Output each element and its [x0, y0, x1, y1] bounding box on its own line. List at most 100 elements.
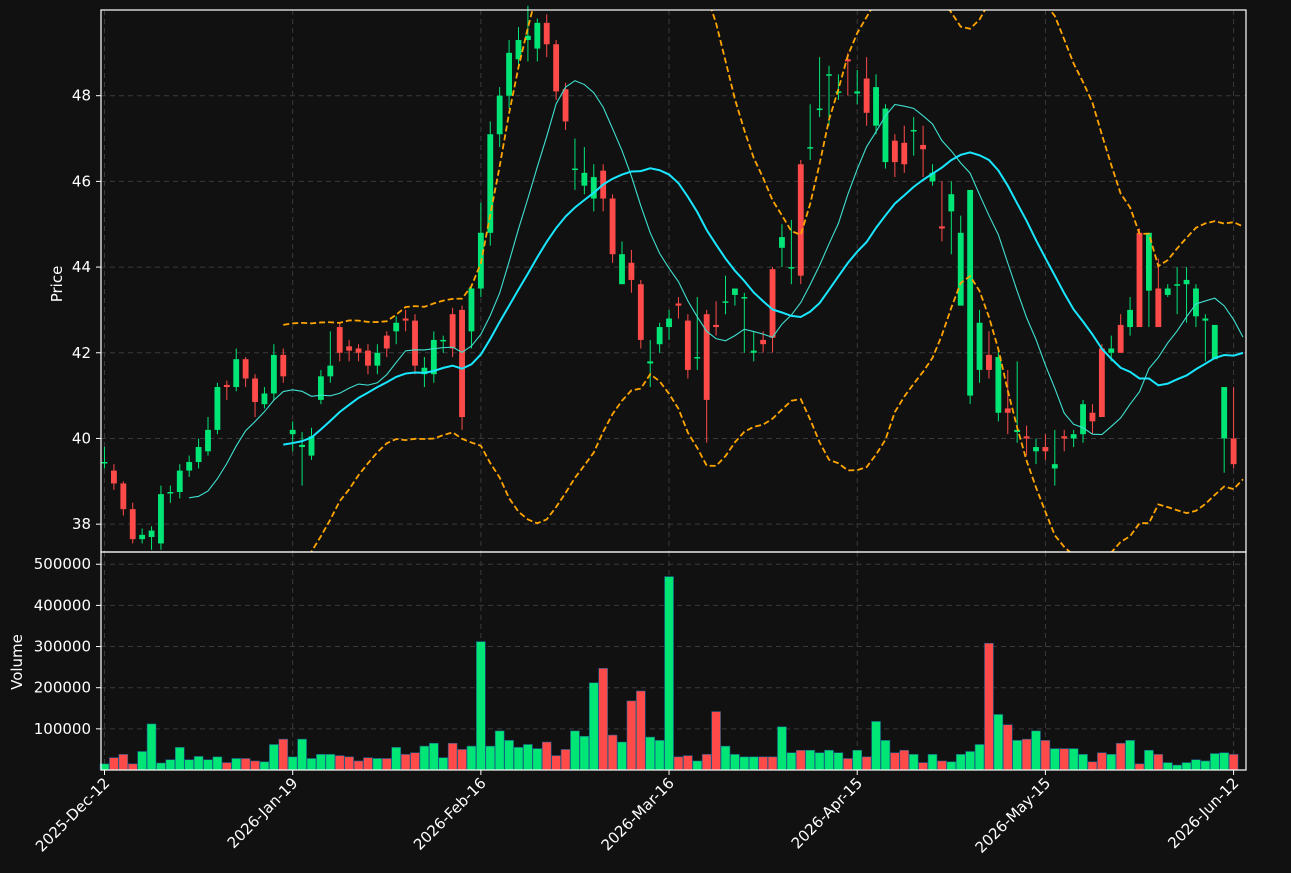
candle	[1023, 425, 1030, 456]
candle-body	[854, 91, 861, 94]
candle-body	[590, 177, 597, 199]
volume-bar	[589, 682, 599, 771]
volume-bar	[1059, 748, 1069, 771]
candle	[205, 417, 211, 456]
candle-body	[976, 322, 983, 370]
volume-bar	[1050, 748, 1060, 771]
volume-bar	[890, 752, 900, 771]
candle-body	[487, 134, 494, 233]
candle	[1230, 387, 1237, 469]
volume-bar	[946, 761, 957, 771]
candle-body	[1089, 412, 1096, 422]
candle	[412, 314, 418, 375]
candle	[374, 344, 381, 375]
candle	[854, 69, 861, 105]
candle-body	[383, 335, 390, 349]
volume-bar	[739, 756, 750, 771]
candle-body	[722, 301, 729, 303]
candle	[628, 249, 635, 293]
candle-body	[826, 74, 832, 76]
candle	[280, 348, 287, 383]
candle	[844, 52, 851, 96]
candle	[327, 331, 334, 383]
volume-bar	[1153, 754, 1164, 771]
candle-body	[1145, 232, 1152, 291]
candle-body	[534, 22, 541, 49]
volume-bar	[1134, 763, 1145, 771]
candle	[873, 74, 879, 135]
volume-bar	[1012, 740, 1022, 771]
candle-body	[430, 339, 437, 375]
candle	[731, 288, 738, 306]
candle	[1108, 335, 1115, 362]
volume-bar	[664, 576, 674, 771]
volume-bar	[269, 744, 279, 771]
candle-body	[148, 530, 155, 538]
volume-bar	[711, 711, 721, 771]
volume-bars	[99, 576, 1239, 771]
price-tick-label: 40	[72, 429, 91, 447]
volume-bar	[541, 741, 552, 771]
candle-body	[713, 324, 720, 328]
candle	[797, 159, 804, 285]
candle-body	[346, 346, 353, 351]
candle	[694, 297, 701, 370]
candle	[167, 485, 174, 503]
volume-bar	[993, 714, 1004, 771]
volume-tick-label: 500000	[34, 555, 91, 573]
candle	[1089, 404, 1096, 435]
volume-bar	[400, 754, 411, 771]
candle-body	[101, 462, 108, 464]
candle-body	[280, 354, 287, 377]
candle	[948, 181, 955, 255]
candle-body	[308, 436, 315, 456]
candle	[430, 331, 437, 383]
volume-bar	[551, 755, 561, 771]
candle	[572, 138, 578, 190]
candle-body	[986, 354, 992, 370]
candle	[223, 380, 230, 400]
candle	[647, 339, 654, 388]
candle-body	[863, 78, 870, 113]
candle	[1042, 434, 1049, 460]
volume-bar	[899, 749, 910, 771]
volume-bar	[287, 756, 298, 771]
candle	[1117, 314, 1124, 353]
volume-bar	[476, 641, 486, 771]
candle	[741, 292, 748, 353]
candle-body	[543, 22, 550, 45]
volume-bar	[466, 745, 477, 771]
volume-bar	[1219, 752, 1229, 771]
volume-bar	[325, 754, 336, 771]
candle	[365, 344, 371, 375]
volume-bar	[880, 740, 891, 771]
candle	[543, 14, 550, 58]
candle-body	[393, 322, 400, 332]
candle-body	[666, 318, 672, 328]
candle-body	[891, 140, 898, 163]
volume-bar	[1078, 754, 1088, 771]
volume-bar	[1210, 753, 1220, 771]
candle	[553, 39, 560, 100]
candle	[158, 485, 164, 550]
candle	[581, 147, 588, 195]
bollinger-upper-line	[283, 10, 1244, 326]
candle-body	[694, 357, 701, 359]
volume-tick-label: 300000	[34, 638, 91, 656]
volume-bar	[334, 755, 345, 771]
candle	[760, 331, 767, 353]
candle-body	[1155, 288, 1162, 328]
candle	[261, 387, 268, 409]
short-ma-line	[189, 80, 1244, 499]
candle-body	[110, 470, 117, 484]
candle	[910, 117, 917, 156]
candle-body	[1061, 436, 1068, 439]
candle	[1164, 284, 1171, 298]
candle-body	[1098, 348, 1105, 418]
candle-body	[336, 327, 343, 353]
candle	[383, 331, 390, 358]
candle-body	[1193, 288, 1199, 317]
volume-bar	[184, 759, 194, 771]
volume-bar	[645, 736, 655, 771]
volume-bar	[1087, 761, 1098, 771]
